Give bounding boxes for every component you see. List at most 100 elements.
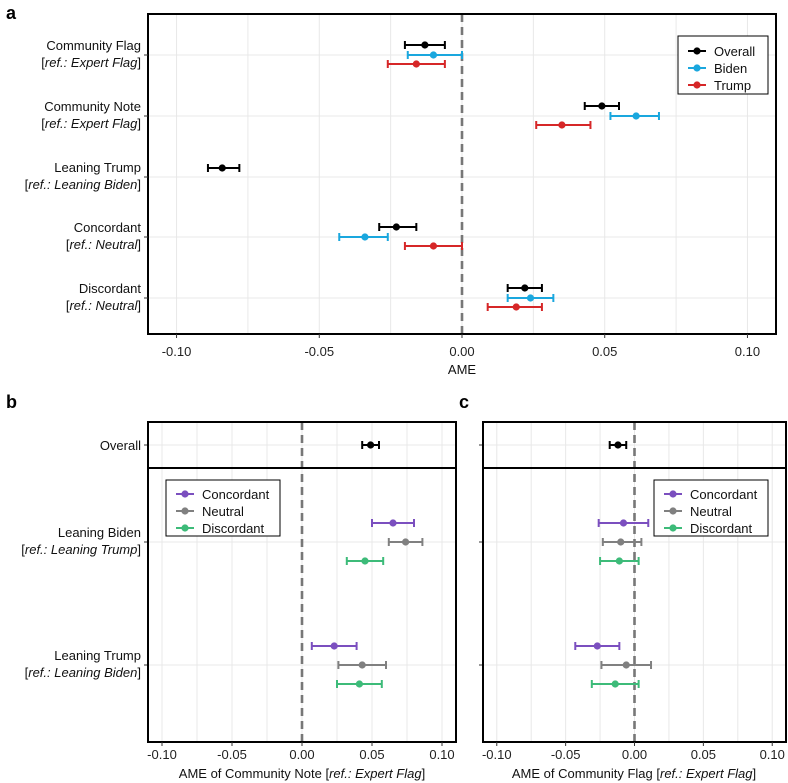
- panel-a-legend-label-biden: Biden: [714, 61, 747, 76]
- panel-b-estimate-concordant: [310, 642, 358, 650]
- panel-c-x-title-suffix: ]: [752, 766, 756, 781]
- panel-b-y-label-1-ref: [ref.: Leaning Biden]: [25, 665, 141, 680]
- panel-b-x-title-ref: ref.: Expert Flag: [329, 766, 422, 781]
- panel-b-x-tick-label: -0.05: [217, 747, 247, 762]
- panel-a-estimate-trump: [535, 121, 592, 129]
- panel-a-y-label-3-ref-close: ]: [137, 237, 141, 252]
- panel-c-estimate-concordant: [597, 519, 650, 527]
- panel-b-estimate-discordant: [345, 557, 385, 565]
- panel-c-estimate-discordant: [590, 680, 640, 688]
- panel-c-legend-label-discordant: Discordant: [690, 521, 753, 536]
- panel-b-y-label-1-ref-text: ref.: Leaning Biden: [28, 665, 137, 680]
- panel-a-estimate-overall-point: [421, 41, 429, 49]
- panel-a-y-label-2-label: Leaning Trump: [54, 160, 141, 175]
- panel-a-estimate-biden-point: [632, 112, 640, 120]
- panel-a-estimate-overall: [583, 102, 620, 110]
- panel-a-y-label-0-label: Community Flag: [46, 38, 141, 53]
- panel-a-estimate-biden: [406, 51, 463, 59]
- panel-b-y-label-0-ref-text: ref.: Leaning Trump: [25, 542, 137, 557]
- panel-c-legend-label-neutral: Neutral: [690, 504, 732, 519]
- panel-a-estimate-trump-point: [412, 60, 420, 68]
- panel-b-y-label-0-ref: [ref.: Leaning Trump]: [21, 542, 141, 557]
- panel-c-x-tick-label: 0.10: [760, 747, 785, 762]
- panel-a-y-label-0-ref-close: ]: [137, 55, 141, 70]
- panel-c-x-title: AME of Community Flag [ref.: Expert Flag…: [512, 766, 756, 781]
- panel-a-y-label-3-label: Concordant: [74, 220, 142, 235]
- panel-b-y-label-0-ref-close: ]: [137, 542, 141, 557]
- panel-a-estimate-biden: [338, 233, 389, 241]
- panel-b-legend-label-neutral: Neutral: [202, 504, 244, 519]
- panel-b-estimate-discordant-point: [361, 557, 369, 565]
- panel-b-y-label-0-label: Leaning Biden: [58, 525, 141, 540]
- panel-a-y-label-4-label: Discordant: [79, 281, 142, 296]
- panel-a-estimate-trump: [386, 60, 446, 68]
- panel-c-estimate-concordant-point: [593, 642, 601, 650]
- panel-c-estimate-neutral-point: [617, 538, 625, 546]
- panel-a-y-label-0-ref-open: [: [41, 55, 45, 70]
- panel-b-legend-dot-concordant: [181, 490, 189, 498]
- panel-b-estimate-neutral: [387, 538, 424, 546]
- panel-a-x-tick-label: -0.05: [304, 344, 334, 359]
- panel-a-estimate-overall-point: [598, 102, 606, 110]
- panel-b-marks: [144, 422, 424, 742]
- panel-b-estimate-overall: [361, 441, 380, 449]
- panel-b-estimate-overall-point: [367, 441, 375, 449]
- panel-a-estimate-overall: [506, 284, 543, 292]
- panel-a-y-label-1-ref-text: ref.: Expert Flag: [45, 116, 138, 131]
- panel-b-y-label-0-ref-open: [: [21, 542, 25, 557]
- panel-a-y-label-0-ref: [ref.: Expert Flag]: [41, 55, 141, 70]
- panel-b-y-label-1-ref-close: ]: [137, 665, 141, 680]
- panel-a-x-ticks: -0.10 -0.05 0.00 0.05 0.10: [162, 334, 760, 359]
- panel-a-legend-dot-overall: [693, 47, 701, 55]
- panel-b-x-tick-label: 0.10: [429, 747, 454, 762]
- panel-a-x-tick-label: 0.00: [449, 344, 474, 359]
- panel-c-x-tick-label: 0.05: [691, 747, 716, 762]
- panel-c-estimate-concordant-point: [619, 519, 628, 527]
- panel-b-grid: [148, 422, 456, 742]
- panel-a-y-label-1-label: Community Note: [44, 99, 141, 114]
- panel-b-y-label-1-ref-open: [: [25, 665, 29, 680]
- panel-b-y-label-1-label: Leaning Trump: [54, 648, 141, 663]
- panel-a-legend: Overall Biden Trump: [677, 35, 769, 95]
- panel-letter-b: b: [6, 392, 17, 412]
- panel-a-legend-label-trump: Trump: [714, 78, 751, 93]
- panel-a-y-label-4-ref-text: ref.: Neutral: [69, 298, 138, 313]
- panel-c-legend-label-concordant: Concordant: [690, 487, 758, 502]
- panel-b-x-title: AME of Community Note [ref.: Expert Flag…: [179, 766, 425, 781]
- panel-a-y-label-4-ref: [ref.: Neutral]: [66, 298, 141, 313]
- panel-a-estimate-biden: [506, 294, 555, 302]
- panel-c-estimate-discordant: [599, 557, 640, 565]
- panel-a-estimate-overall: [378, 223, 418, 231]
- panel-c-legend-dot-discordant: [669, 524, 677, 532]
- panel-c-legend-dot-concordant: [669, 490, 677, 498]
- panel-c-legend-dot-neutral: [669, 507, 677, 515]
- panel-a-x-tick-label: 0.10: [735, 344, 760, 359]
- panel-letter-c: c: [459, 392, 469, 412]
- panel-a-estimate-overall-point: [218, 164, 226, 172]
- panel-a-estimate-biden-point: [429, 51, 438, 59]
- panel-a-y-label-4-ref-open: [: [66, 298, 70, 313]
- panel-a-legend-dot-biden: [693, 64, 701, 72]
- panel-a-y-label-2-ref-close: ]: [137, 177, 141, 192]
- panel-a-estimate-biden-point: [526, 294, 535, 302]
- panel-a-estimate-trump-point: [558, 121, 566, 129]
- panel-c-estimate-discordant-point: [615, 557, 623, 565]
- panel-a-estimate-trump-point: [429, 242, 438, 250]
- panel-a-x-title: AME: [448, 362, 477, 377]
- panel-c-x-tick-label: 0.00: [622, 747, 647, 762]
- panel-b-y-label-overall: Overall: [100, 438, 141, 453]
- panel-c-x-title-prefix: AME of Community Flag [: [512, 766, 660, 781]
- panel-b-estimate-neutral-point: [358, 661, 366, 669]
- panel-a-estimate-trump: [403, 242, 463, 250]
- panel-a-estimate-overall: [206, 164, 241, 172]
- panel-a-y-label-3-ref-open: [: [66, 237, 70, 252]
- panel-c-estimate-discordant-point: [611, 680, 619, 688]
- panel-b-estimate-neutral: [337, 661, 387, 669]
- panel-c-legend: Concordant Neutral Discordant: [653, 479, 769, 537]
- panel-b-legend: Concordant Neutral Discordant: [165, 479, 281, 537]
- panel-b-estimate-neutral-point: [402, 538, 410, 546]
- panel-c-estimate-overall: [608, 441, 628, 449]
- panel-a-estimate-trump: [486, 303, 543, 311]
- panel-a-estimate-overall: [403, 41, 446, 49]
